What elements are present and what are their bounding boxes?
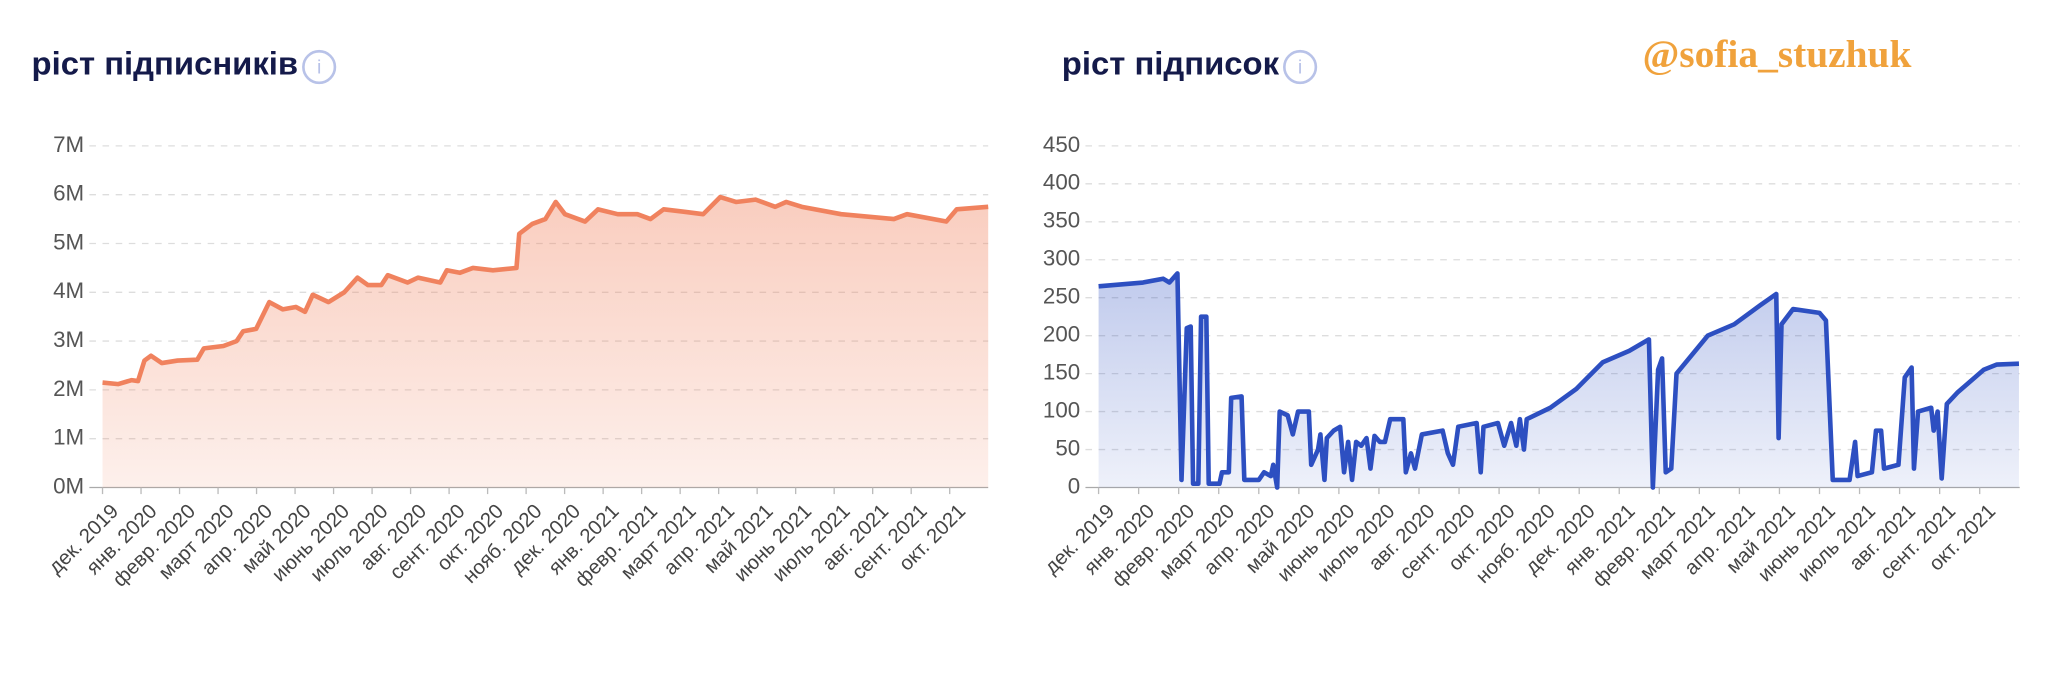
- area: [102, 197, 989, 488]
- y-tick-label: 5M: [53, 229, 84, 254]
- line: [1098, 271, 2020, 490]
- watermark: @sofia_stuzhuk: [1643, 32, 1912, 76]
- y-tick-label: 100: [1043, 398, 1080, 423]
- y-tick-label: 250: [1043, 284, 1080, 309]
- y-tick-label: 2M: [53, 376, 84, 401]
- y-tick-label: 7M: [53, 132, 84, 157]
- line: [102, 194, 989, 387]
- y-tick-label: 350: [1043, 208, 1080, 233]
- y-tick-label: 0: [1068, 473, 1080, 498]
- info-icon: [1283, 49, 1318, 85]
- y-tick-label: 3M: [53, 327, 84, 352]
- area: [1098, 273, 2019, 488]
- y-tick-label: 1M: [53, 425, 84, 450]
- info-icon-text: i: [1298, 57, 1302, 79]
- y-tick-label: 450: [1043, 132, 1080, 157]
- chart-title: ріст підписок: [1062, 44, 1280, 81]
- y-tick-label: 300: [1043, 246, 1080, 271]
- y-tick-label: 50: [1055, 435, 1080, 460]
- info-icon: [302, 49, 337, 85]
- y-tick-label: 400: [1043, 170, 1080, 195]
- y-tick-label: 4M: [53, 278, 84, 303]
- y-tick-label: 0M: [53, 473, 84, 498]
- y-tick-label: 200: [1043, 322, 1080, 347]
- y-tick-label: 150: [1043, 360, 1080, 385]
- y-tick-label: 6M: [53, 181, 84, 206]
- info-icon-text: i: [317, 57, 321, 79]
- chart-title: ріст підписників: [32, 44, 299, 81]
